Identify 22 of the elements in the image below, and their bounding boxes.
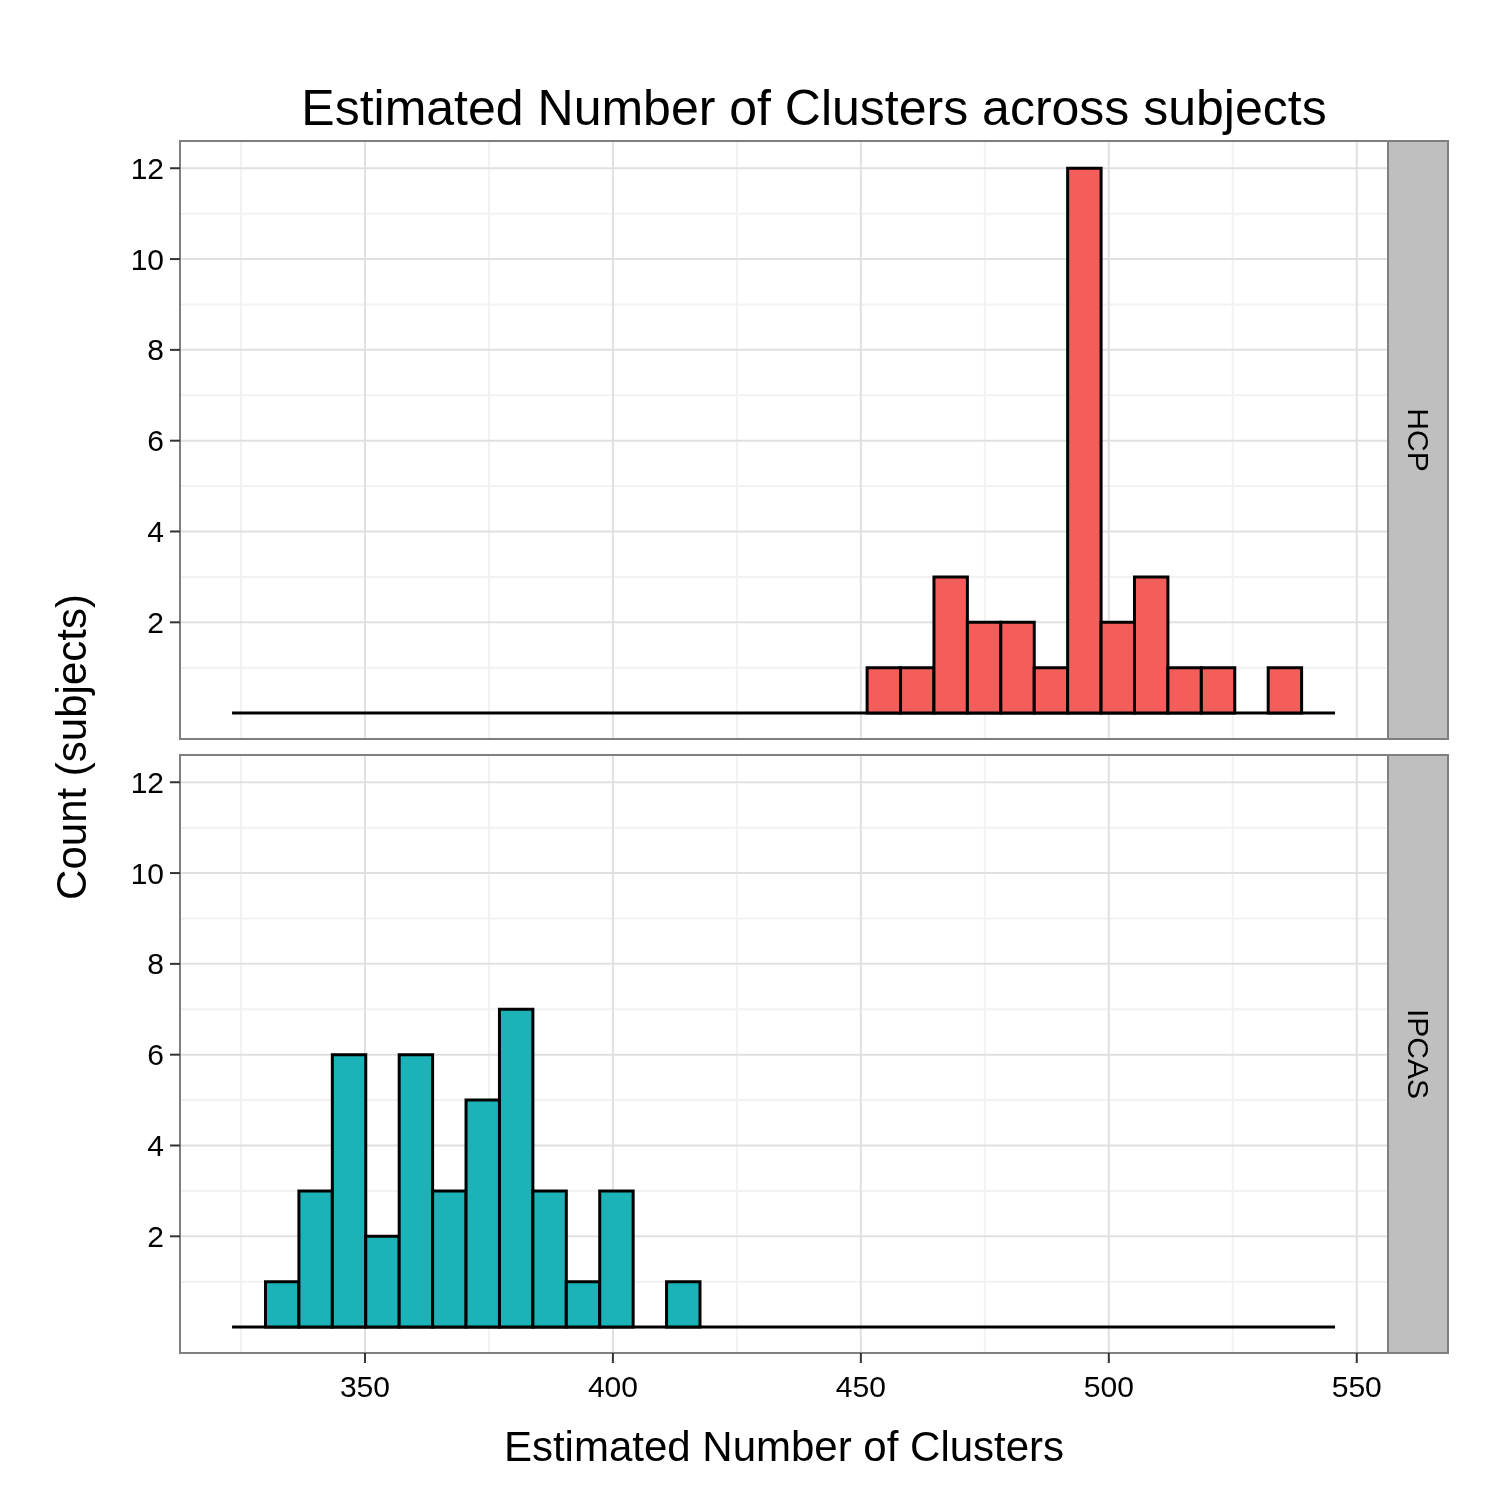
y-tick-label: 10 (130, 856, 164, 890)
x-tick-label: 500 (1083, 1370, 1134, 1403)
y-tick-label: 10 (130, 242, 164, 276)
y-tick-label: 2 (147, 605, 164, 639)
y-tick-label: 4 (147, 1128, 164, 1162)
y-tick-label: 12 (130, 151, 164, 185)
y-tick-label: 8 (147, 947, 164, 981)
y-tick-label: 6 (147, 424, 164, 458)
y-tick-label: 4 (147, 514, 164, 548)
y-axis-title: Count (subjects) (48, 594, 95, 900)
x-tick-label: 450 (835, 1370, 886, 1403)
x-tick-label: 550 (1331, 1370, 1382, 1403)
y-tick-label: 2 (147, 1219, 164, 1253)
text: HCP (1401, 408, 1435, 472)
chart-title: Estimated Number of Clusters across subjects (301, 80, 1327, 136)
y-tick-label: 8 (147, 333, 164, 367)
x-axis-title: Estimated Number of Clusters (503, 1423, 1065, 1470)
y-tick-label: 6 (147, 1038, 164, 1072)
x-tick-label: 350 (339, 1370, 390, 1403)
x-tick-label: 400 (587, 1370, 638, 1403)
y-tick-label: 12 (130, 765, 164, 799)
text: IPCAS (1401, 1008, 1435, 1100)
